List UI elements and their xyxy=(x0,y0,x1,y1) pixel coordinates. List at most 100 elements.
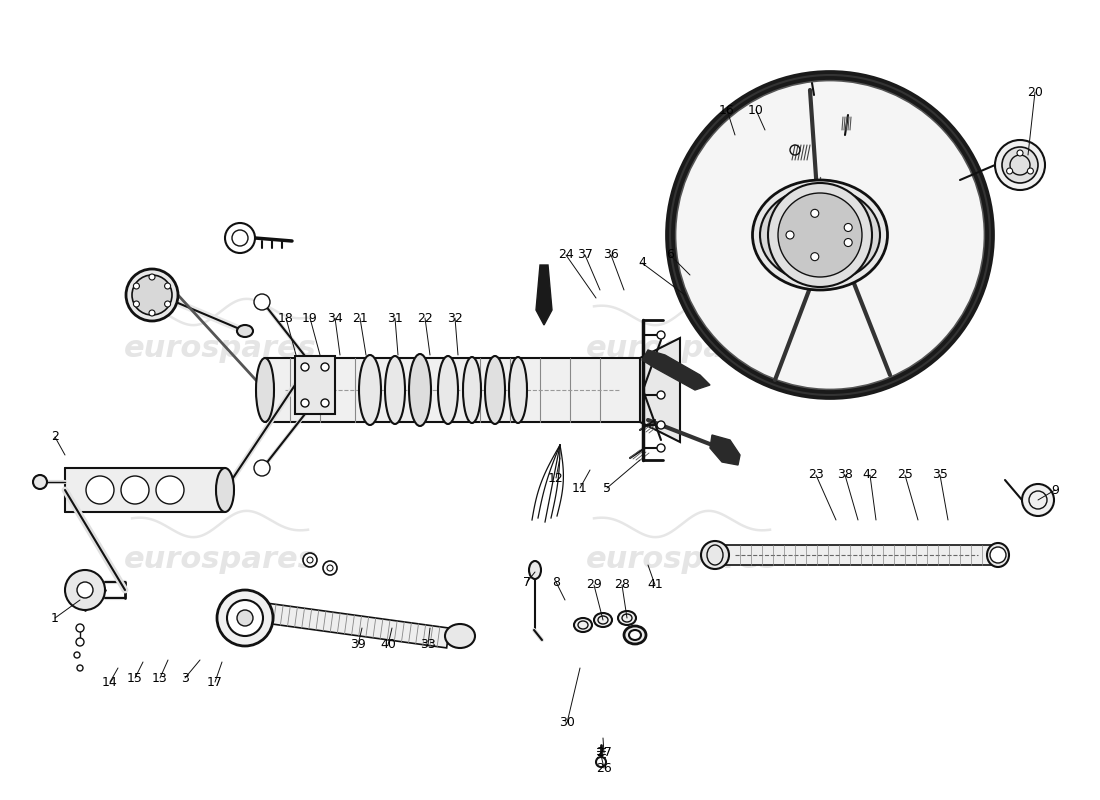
Text: 2: 2 xyxy=(51,430,59,443)
Text: 33: 33 xyxy=(420,638,436,651)
Ellipse shape xyxy=(594,613,612,627)
Circle shape xyxy=(811,253,818,261)
Text: 42: 42 xyxy=(862,469,878,482)
Text: 4: 4 xyxy=(638,257,646,270)
Circle shape xyxy=(165,301,170,307)
Circle shape xyxy=(675,80,984,390)
Circle shape xyxy=(657,444,665,452)
Circle shape xyxy=(65,570,104,610)
Circle shape xyxy=(1006,168,1013,174)
Circle shape xyxy=(165,283,170,289)
Ellipse shape xyxy=(385,356,405,424)
Circle shape xyxy=(657,331,665,339)
Ellipse shape xyxy=(132,275,172,315)
Polygon shape xyxy=(536,265,552,325)
Circle shape xyxy=(844,223,852,231)
Ellipse shape xyxy=(409,354,431,426)
Text: 7: 7 xyxy=(522,575,531,589)
Circle shape xyxy=(786,231,794,239)
Text: eurospares: eurospares xyxy=(123,334,317,362)
Text: 3: 3 xyxy=(182,671,189,685)
Circle shape xyxy=(844,238,852,246)
Text: 1: 1 xyxy=(51,611,59,625)
Text: 31: 31 xyxy=(387,311,403,325)
Polygon shape xyxy=(265,358,640,422)
Text: 19: 19 xyxy=(302,311,318,325)
Circle shape xyxy=(227,600,263,636)
Circle shape xyxy=(217,590,273,646)
Text: eurospares: eurospares xyxy=(585,334,779,362)
Circle shape xyxy=(77,582,94,598)
Text: 35: 35 xyxy=(932,469,948,482)
Text: 27: 27 xyxy=(596,746,612,759)
Text: 32: 32 xyxy=(447,311,463,325)
Circle shape xyxy=(657,421,665,429)
Ellipse shape xyxy=(438,356,458,424)
Circle shape xyxy=(33,475,47,489)
Ellipse shape xyxy=(359,355,381,425)
Circle shape xyxy=(156,476,184,504)
Text: 9: 9 xyxy=(1052,483,1059,497)
Circle shape xyxy=(990,547,1006,563)
Text: 22: 22 xyxy=(417,311,433,325)
Ellipse shape xyxy=(463,357,481,423)
Circle shape xyxy=(76,638,84,646)
Ellipse shape xyxy=(509,357,527,423)
Text: 18: 18 xyxy=(278,311,294,325)
Ellipse shape xyxy=(629,630,641,640)
Text: 40: 40 xyxy=(381,638,396,651)
Polygon shape xyxy=(642,350,710,390)
Text: 10: 10 xyxy=(748,103,763,117)
Ellipse shape xyxy=(760,187,880,282)
Text: 36: 36 xyxy=(603,249,619,262)
Ellipse shape xyxy=(701,541,729,569)
Circle shape xyxy=(321,399,329,407)
Circle shape xyxy=(1002,147,1038,183)
Circle shape xyxy=(657,356,665,364)
Text: 17: 17 xyxy=(207,675,223,689)
Circle shape xyxy=(323,561,337,575)
Circle shape xyxy=(302,553,317,567)
Ellipse shape xyxy=(446,624,475,648)
Ellipse shape xyxy=(618,611,636,625)
Circle shape xyxy=(811,210,818,218)
Circle shape xyxy=(1018,150,1023,156)
Text: 20: 20 xyxy=(1027,86,1043,98)
Ellipse shape xyxy=(752,180,888,290)
Circle shape xyxy=(74,652,80,658)
Ellipse shape xyxy=(485,356,505,424)
Text: 14: 14 xyxy=(102,675,118,689)
Circle shape xyxy=(133,283,140,289)
Circle shape xyxy=(1022,484,1054,516)
Circle shape xyxy=(133,301,140,307)
Text: 11: 11 xyxy=(572,482,587,494)
Text: 15: 15 xyxy=(128,671,143,685)
Polygon shape xyxy=(715,545,998,565)
Text: 21: 21 xyxy=(352,311,367,325)
Circle shape xyxy=(778,193,862,277)
Circle shape xyxy=(596,757,606,767)
Circle shape xyxy=(996,140,1045,190)
Polygon shape xyxy=(256,602,450,648)
Circle shape xyxy=(226,223,255,253)
Text: 30: 30 xyxy=(559,717,575,730)
Circle shape xyxy=(321,363,329,371)
Text: 8: 8 xyxy=(552,575,560,589)
Text: 24: 24 xyxy=(558,249,574,262)
Text: 37: 37 xyxy=(578,249,593,262)
Ellipse shape xyxy=(624,626,646,644)
Polygon shape xyxy=(295,356,336,414)
Ellipse shape xyxy=(574,618,592,632)
Ellipse shape xyxy=(236,325,253,337)
Circle shape xyxy=(254,460,270,476)
Text: 28: 28 xyxy=(614,578,630,591)
Ellipse shape xyxy=(126,269,178,321)
Text: 23: 23 xyxy=(808,469,824,482)
Circle shape xyxy=(236,610,253,626)
Circle shape xyxy=(657,391,665,399)
Text: eurospares: eurospares xyxy=(123,546,317,574)
Text: 5: 5 xyxy=(603,482,611,494)
Polygon shape xyxy=(65,468,226,512)
Circle shape xyxy=(76,624,84,632)
Text: 38: 38 xyxy=(837,469,852,482)
